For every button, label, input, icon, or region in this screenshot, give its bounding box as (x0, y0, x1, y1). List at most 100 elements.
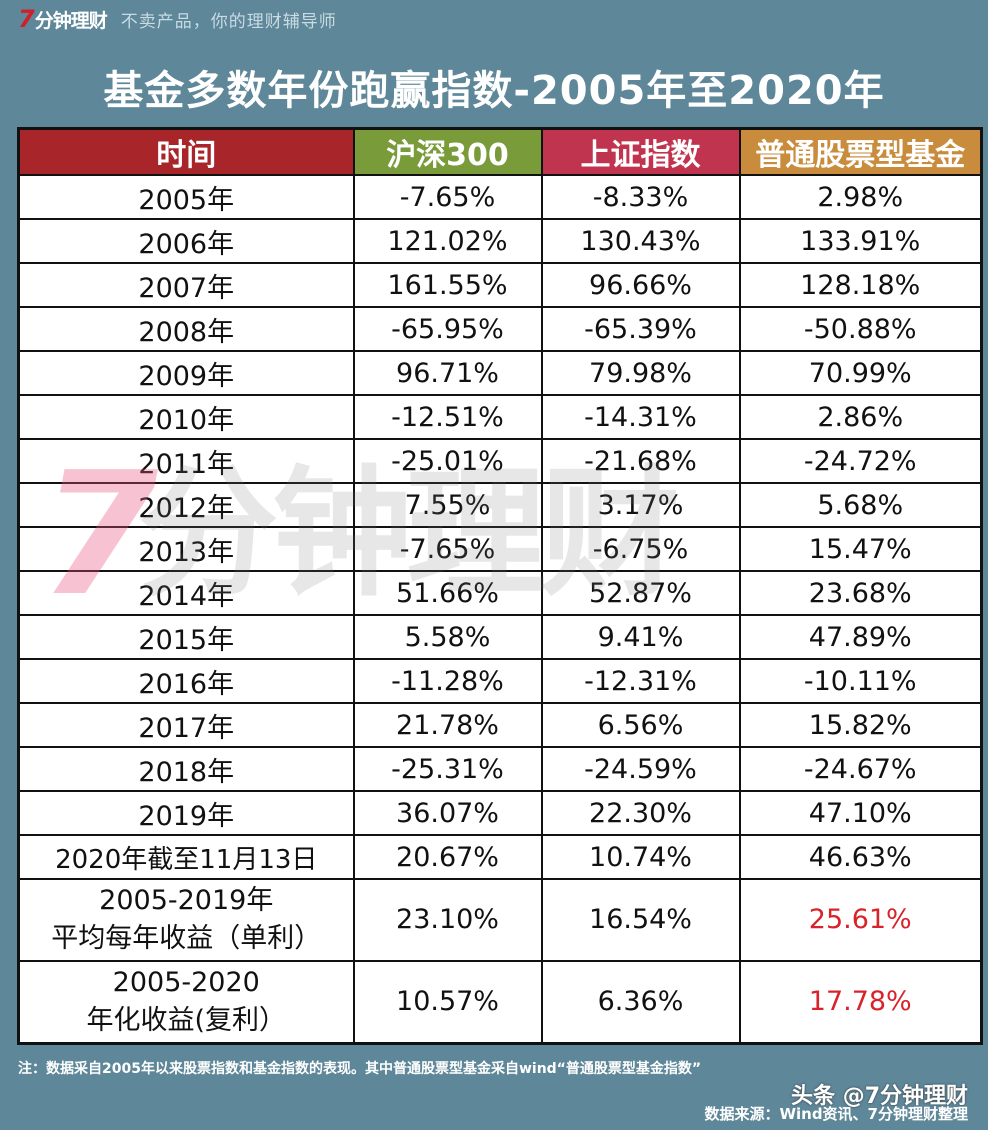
shanghai-cell: -6.75% (540, 526, 741, 572)
summary-row-simple: 2005-2019年 平均每年收益（单利） 23.10% 16.54% 25.6… (17, 878, 983, 962)
shanghai-cell: -12.31% (540, 658, 741, 704)
table-row: 2010年 -12.51% -14.31% 2.86% (17, 394, 983, 440)
year-cell: 2008年 (17, 306, 355, 352)
table-row: 2005年 -7.65% -8.33% 2.98% (17, 174, 983, 220)
fund-cell: 47.10% (738, 790, 983, 836)
table-row: 2013年 -7.65% -6.75% 15.47% (17, 526, 983, 572)
shanghai-cell: 16.54% (540, 878, 741, 962)
year-cell: 2014年 (17, 570, 355, 616)
logo-number: 7 (18, 5, 35, 33)
year-cell: 2010年 (17, 394, 355, 440)
year-cell: 2009年 (17, 350, 355, 396)
hs300-cell: 5.58% (352, 614, 543, 660)
table-row: 2020年截至11月13日 20.67% 10.74% 46.63% (17, 834, 983, 880)
fund-cell: 5.68% (738, 482, 983, 528)
hs300-cell: 7.55% (352, 482, 543, 528)
year-cell: 2005年 (17, 174, 355, 220)
hs300-cell: -7.65% (352, 174, 543, 220)
table-row: 2017年 21.78% 6.56% 15.82% (17, 702, 983, 748)
fund-cell: 2.86% (738, 394, 983, 440)
shanghai-cell: 130.43% (540, 218, 741, 264)
year-cell: 2007年 (17, 262, 355, 308)
shanghai-cell: 96.66% (540, 262, 741, 308)
fund-cell: 15.47% (738, 526, 983, 572)
fund-cell: 15.82% (738, 702, 983, 748)
summary-label-line1: 2005-2020 (112, 967, 260, 998)
table-row: 2015年 5.58% 9.41% 47.89% (17, 614, 983, 660)
table-row: 2012年 7.55% 3.17% 5.68% (17, 482, 983, 528)
fund-cell: -24.67% (738, 746, 983, 792)
header-hs300: 沪深300 (352, 127, 543, 176)
fund-cell: 128.18% (738, 262, 983, 308)
hs300-cell: -11.28% (352, 658, 543, 704)
hs300-cell: 21.78% (352, 702, 543, 748)
fund-cell: -24.72% (738, 438, 983, 484)
shanghai-cell: 3.17% (540, 482, 741, 528)
platform-credit: 头条 @7分钟理财 (791, 1084, 968, 1109)
year-cell: 2012年 (17, 482, 355, 528)
year-cell: 2006年 (17, 218, 355, 264)
hs300-cell: 161.55% (352, 262, 543, 308)
shanghai-cell: -14.31% (540, 394, 741, 440)
table-row: 2014年 51.66% 52.87% 23.68% (17, 570, 983, 616)
hs300-cell: -7.65% (352, 526, 543, 572)
table-header-row: 时间 沪深300 上证指数 普通股票型基金 (17, 127, 983, 176)
shanghai-cell: 6.36% (540, 960, 741, 1045)
summary-label-line2: 年化收益(复利） (86, 1005, 287, 1036)
shanghai-cell: 79.98% (540, 350, 741, 396)
table-row: 2019年 36.07% 22.30% 47.10% (17, 790, 983, 836)
fund-cell: 47.89% (738, 614, 983, 660)
year-cell: 2018年 (17, 746, 355, 792)
fund-cell: -50.88% (738, 306, 983, 352)
summary-label-cell: 2005-2020 年化收益(复利） (17, 960, 355, 1045)
header-shanghai-index: 上证指数 (540, 127, 741, 176)
returns-table: 时间 沪深300 上证指数 普通股票型基金 2005年 -7.65% -8.33% 2… (17, 127, 983, 1045)
fund-cell-highlight: 17.78% (738, 960, 983, 1045)
hs300-cell: -25.31% (352, 746, 543, 792)
fund-cell: 70.99% (738, 350, 983, 396)
brand-slogan: 不卖产品，你的理财辅导师 (120, 11, 337, 32)
hs300-cell: -12.51% (352, 394, 543, 440)
summary-label-cell: 2005-2019年 平均每年收益（单利） (17, 878, 355, 962)
year-cell: 2016年 (17, 658, 355, 704)
hs300-cell: 10.57% (352, 960, 543, 1045)
table-row: 2008年 -65.95% -65.39% -50.88% (17, 306, 983, 352)
summary-label-line1: 2005-2019年 (99, 885, 274, 916)
fund-cell: 133.91% (738, 218, 983, 264)
header-equity-fund: 普通股票型基金 (738, 127, 983, 176)
shanghai-cell: -65.39% (540, 306, 741, 352)
shanghai-cell: 22.30% (540, 790, 741, 836)
hs300-cell: 96.71% (352, 350, 543, 396)
fund-cell: 46.63% (738, 834, 983, 880)
page-title: 基金多数年份跑赢指数-2005年至2020年 (103, 68, 885, 114)
table-row: 2016年 -11.28% -12.31% -10.11% (17, 658, 983, 704)
fund-cell: -10.11% (738, 658, 983, 704)
hs300-cell: 23.10% (352, 878, 543, 962)
data-source: 数据来源：Wind资讯、7分钟理财整理 (704, 1105, 968, 1123)
year-cell: 2020年截至11月13日 (17, 834, 355, 880)
logo-text: 分钟理财 (34, 9, 108, 32)
summary-label-line2: 平均每年收益（单利） (51, 923, 322, 954)
shanghai-cell: -21.68% (540, 438, 741, 484)
table-row: 2011年 -25.01% -21.68% -24.72% (17, 438, 983, 484)
hs300-cell: -25.01% (352, 438, 543, 484)
hs300-cell: 51.66% (352, 570, 543, 616)
hs300-cell: 121.02% (352, 218, 543, 264)
header-time: 时间 (17, 127, 355, 176)
year-cell: 2015年 (17, 614, 355, 660)
footnote: 注：数据采自2005年以来股票指数和基金指数的表现。其中普通股票型基金采自win… (18, 1061, 702, 1077)
hs300-cell: -65.95% (352, 306, 543, 352)
table-row: 2007年 161.55% 96.66% 128.18% (17, 262, 983, 308)
shanghai-cell: 52.87% (540, 570, 741, 616)
shanghai-cell: 10.74% (540, 834, 741, 880)
fund-cell-highlight: 25.61% (738, 878, 983, 962)
fund-cell: 23.68% (738, 570, 983, 616)
fund-cell: 2.98% (738, 174, 983, 220)
table-row: 2018年 -25.31% -24.59% -24.67% (17, 746, 983, 792)
year-cell: 2013年 (17, 526, 355, 572)
year-cell: 2019年 (17, 790, 355, 836)
shanghai-cell: 6.56% (540, 702, 741, 748)
table-row: 2006年 121.02% 130.43% 133.91% (17, 218, 983, 264)
year-cell: 2017年 (17, 702, 355, 748)
brand-bar: 7 分钟理财 不卖产品，你的理财辅导师 (18, 4, 337, 34)
